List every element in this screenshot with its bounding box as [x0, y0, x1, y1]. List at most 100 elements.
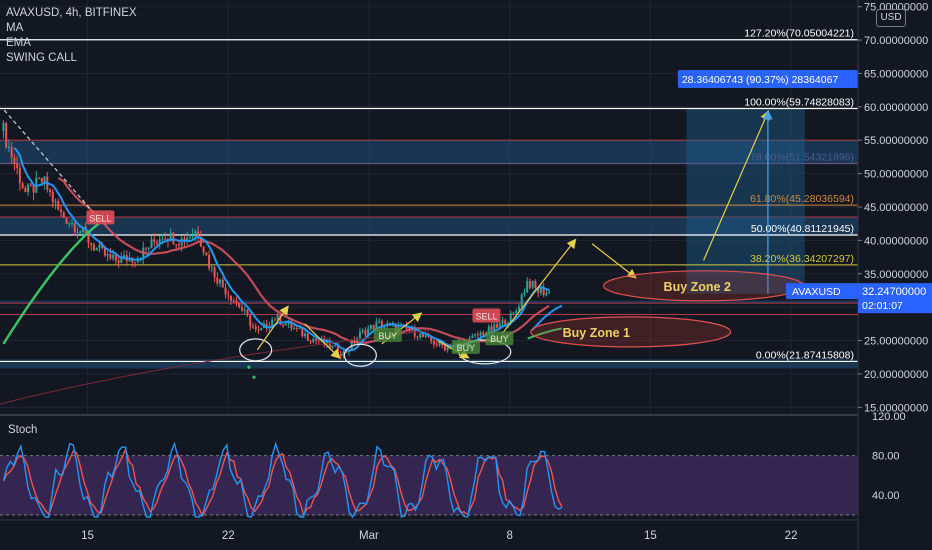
indicator-ema[interactable]: EMA [6, 37, 31, 49]
swing-call-line [2, 222, 100, 345]
candle-body [504, 320, 507, 326]
price-axis-bg [858, 0, 932, 550]
candle-body [164, 238, 167, 240]
candle-body [29, 184, 32, 186]
candle-body [424, 335, 427, 337]
candle-body [232, 300, 235, 302]
candle-body [254, 326, 257, 330]
price-tick-label: 35.00000000 [864, 269, 928, 281]
candle-body [183, 238, 186, 242]
candle-body [230, 295, 233, 301]
stoch-title[interactable]: Stoch [8, 424, 38, 436]
candle-body [90, 242, 93, 245]
price-tick-label: 25.00000000 [864, 336, 928, 348]
currency-button[interactable]: USD [876, 9, 906, 27]
candle-body [109, 254, 112, 259]
candle-body [5, 122, 8, 148]
candle-body [539, 288, 542, 293]
candle-body [153, 239, 156, 243]
resistance-band [0, 300, 858, 304]
candle-body [526, 280, 529, 293]
candle-body [545, 292, 548, 296]
symbol-title[interactable]: AVAXUSD, 4h, BITFINEX [6, 7, 137, 19]
price-tick-label: 40.00000000 [864, 235, 928, 247]
candle-body [446, 346, 449, 351]
candle-body [155, 242, 158, 244]
candle-body [103, 247, 106, 256]
candle-body [421, 333, 424, 337]
resistance-band [0, 217, 858, 236]
low-marker-ellipse [343, 343, 377, 367]
last-price-symbol: AVAXUSD [792, 286, 841, 298]
candle-body [537, 288, 540, 293]
candle-body [246, 310, 249, 316]
candle-body [197, 231, 200, 238]
buy-zone-label: Buy Zone 1 [563, 326, 630, 340]
candle-body [350, 340, 353, 350]
candle-body [68, 223, 71, 225]
candle-body [112, 254, 115, 259]
candle-body [227, 294, 230, 296]
candle-body [224, 287, 227, 295]
candle-body [531, 281, 534, 288]
candle-body [98, 244, 101, 248]
fib-level-label: 78.60%(51.54321896) [750, 151, 854, 163]
candle-body [364, 330, 367, 336]
indicator-swing-call[interactable]: SWING CALL [6, 52, 77, 64]
candle-body [136, 259, 139, 263]
trend-line [3, 109, 95, 215]
candle-body [251, 326, 254, 328]
candle-body [213, 267, 216, 278]
measure-label-bg [677, 70, 858, 88]
price-tick-label: 55.00000000 [864, 135, 928, 147]
candle-body [293, 327, 296, 329]
stoch-tick-label: 40.00 [872, 490, 900, 502]
price-tick-label: 65.00000000 [864, 68, 928, 80]
candle-body [306, 333, 309, 341]
signal-buy-badge [373, 327, 402, 342]
fib-level-label: 100.00%(59.74828083) [744, 97, 854, 109]
candle-body [342, 351, 345, 357]
candle-body [219, 279, 222, 284]
candle-body [51, 191, 54, 203]
candle-body [369, 324, 372, 329]
candle-body [158, 239, 161, 243]
candle-body [106, 254, 109, 256]
candle-body [501, 320, 504, 324]
candle-body [290, 321, 293, 329]
candle-body [416, 336, 419, 338]
candle-body [534, 281, 537, 289]
candle-body [260, 327, 263, 331]
candle-body [172, 232, 175, 245]
candle-body [81, 227, 84, 232]
candle-body [378, 321, 381, 323]
indicator-ma[interactable]: MA [6, 22, 24, 34]
candle-body [367, 328, 370, 336]
candle-body [358, 331, 361, 339]
fib-level-label: 38.20%(36.34207297) [750, 253, 854, 265]
candle-body [57, 200, 60, 210]
candle-body [271, 319, 274, 327]
candle-body [317, 340, 320, 342]
candle-body [512, 312, 515, 314]
candle-body [443, 345, 446, 351]
price-tick-label: 70.00000000 [864, 35, 928, 47]
candle-body [235, 300, 238, 303]
candle-body [276, 314, 279, 320]
path-arrow [591, 243, 637, 279]
candle-body [73, 223, 76, 233]
candle-body [334, 345, 337, 347]
candle-body [147, 247, 150, 249]
fib-level-label: 0.00%(21.87415808) [756, 349, 854, 361]
candle-body [175, 244, 178, 246]
candle-body [54, 200, 57, 203]
candle-body [27, 184, 30, 193]
candle-body [92, 244, 95, 251]
candle-body [515, 310, 518, 313]
candle-body [40, 178, 43, 183]
signal-sell-label: SELL [89, 213, 111, 223]
candle-body [114, 254, 117, 261]
candle-body [548, 291, 551, 293]
